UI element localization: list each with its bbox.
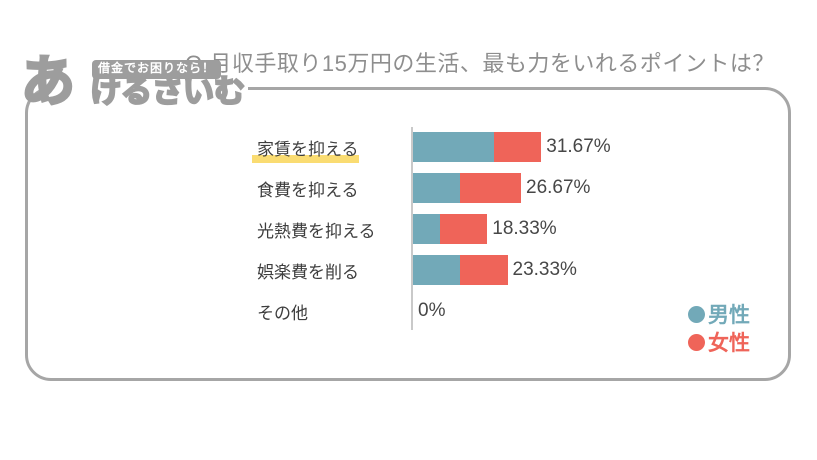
- chart-row: 食費を抑える 26.67%: [257, 171, 590, 205]
- category-label: 食費を抑える: [257, 180, 359, 200]
- chart-row: 家賃を抑える 31.67%: [252, 130, 611, 164]
- value-label: 26.67%: [526, 177, 591, 198]
- category-label: 家賃を抑える: [257, 139, 359, 159]
- legend-marker-icon: [688, 305, 705, 323]
- page-title: Q.月収手取り15万円の生活、最も力をいれるポイントは？: [185, 51, 775, 76]
- bar-segment-male: [413, 173, 461, 203]
- value-label: 18.33%: [492, 218, 557, 239]
- legend-item: 女性: [688, 328, 750, 356]
- bar-segment-female: [460, 173, 521, 203]
- chart-row: その他 0%: [257, 294, 445, 328]
- bar-segment-female: [440, 214, 488, 244]
- value-label: 23.33%: [512, 259, 577, 280]
- bar-segment-male: [413, 132, 494, 162]
- category-label: 娯楽費を削る: [257, 262, 359, 282]
- legend-marker-icon: [688, 333, 705, 351]
- legend: 男性 女性: [688, 300, 750, 356]
- value-label: 31.67%: [546, 136, 611, 157]
- legend-label: 女性: [708, 332, 750, 355]
- logo-background-mask: [40, 78, 248, 108]
- legend-item: 男性: [688, 300, 750, 328]
- stacked-bar: [413, 132, 542, 162]
- content-frame: [25, 87, 791, 381]
- stacked-bar: [413, 173, 521, 203]
- legend-label: 男性: [708, 304, 750, 327]
- category-label: その他: [257, 303, 308, 323]
- highlight-underline: [252, 155, 359, 163]
- logo-big-char: あ: [20, 52, 77, 112]
- stacked-bar: [413, 214, 488, 244]
- y-axis-line: [411, 127, 413, 330]
- bar-segment-female: [460, 255, 508, 285]
- logo-name-text: けるさいむ: [89, 74, 247, 109]
- bar-segment-male: [413, 214, 440, 244]
- logo-badge: 借金でお困りなら！: [92, 60, 222, 79]
- chart-row: 娯楽費を削る 23.33%: [257, 253, 577, 287]
- category-label: 光熱費を抑える: [257, 221, 376, 241]
- bar-segment-male: [413, 255, 461, 285]
- bar-segment-female: [494, 132, 542, 162]
- stacked-bar: [413, 255, 508, 285]
- chart-row: 光熱費を抑える 18.33%: [257, 212, 557, 246]
- value-label: 0%: [418, 300, 446, 321]
